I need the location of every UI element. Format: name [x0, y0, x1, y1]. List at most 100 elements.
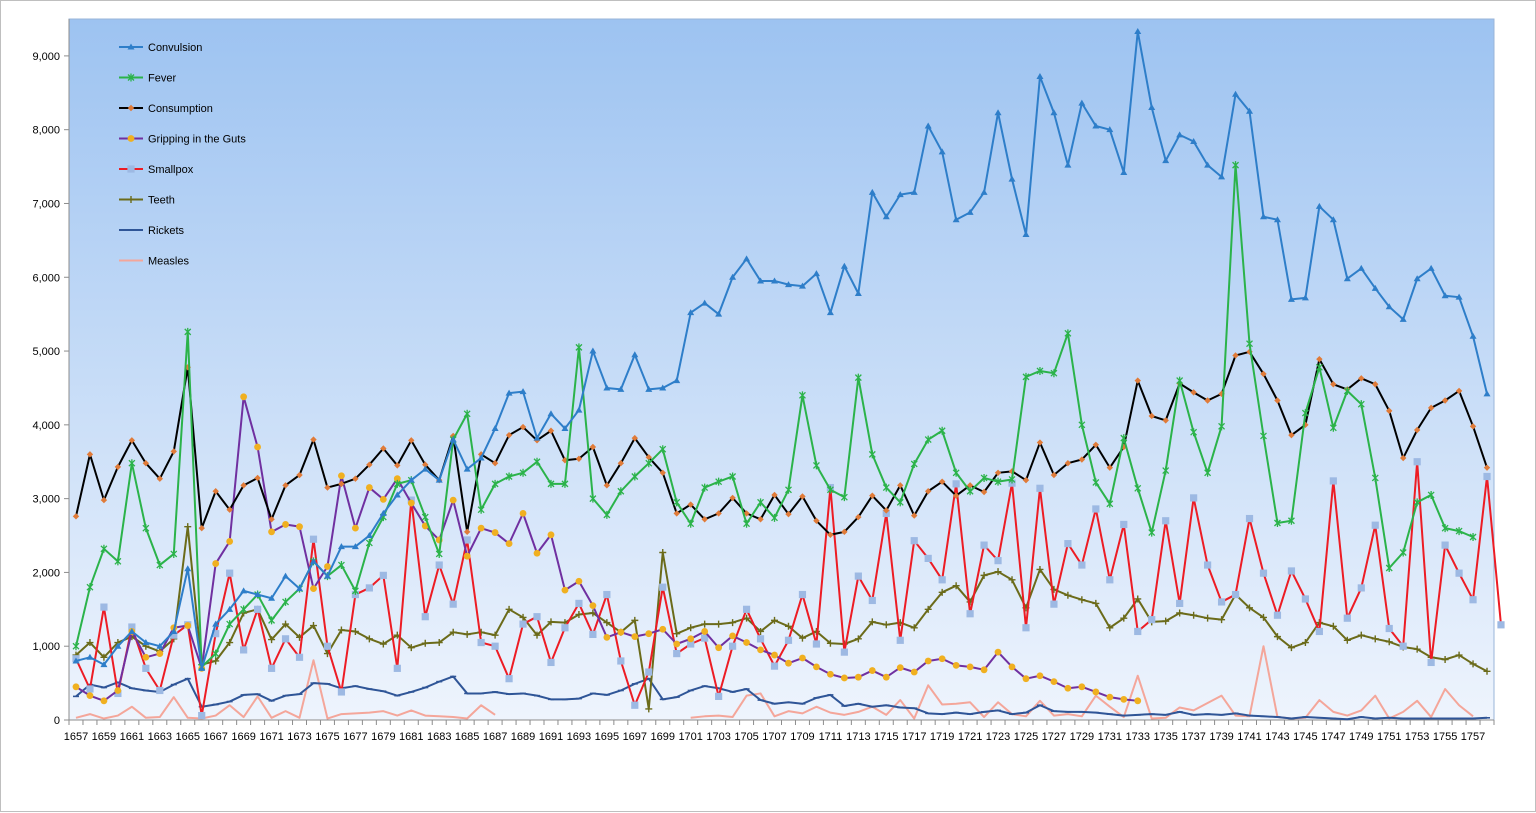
convulsion-point: [743, 255, 751, 262]
smallpox-point: [742, 605, 751, 613]
x-tick-label: 1723: [986, 731, 1010, 743]
fever-point: [882, 483, 890, 492]
fever-point: [226, 620, 234, 629]
convulsion-point: [896, 191, 904, 198]
gripping-in-the-guts-point: [505, 540, 513, 548]
smallpox-point: [1315, 627, 1323, 636]
fever-point: [1357, 400, 1365, 409]
gripping-in-the-guts-point: [393, 475, 401, 483]
x-tick-label: 1747: [1321, 731, 1345, 743]
consumption-point: [1106, 464, 1114, 471]
fever-point: [561, 479, 569, 488]
fever-point: [785, 485, 792, 494]
teeth-point: [603, 619, 611, 627]
gripping-in-the-guts-point: [491, 529, 499, 536]
gripping-in-the-guts-point: [365, 484, 373, 491]
consumption-point: [1274, 397, 1281, 404]
x-tick-label: 1729: [1070, 731, 1094, 743]
gripping-in-the-guts-point: [854, 673, 862, 681]
teeth-point: [1176, 609, 1184, 617]
smallpox-point: [1190, 494, 1198, 502]
fever-point: [966, 487, 974, 496]
smallpox-point: [1204, 561, 1212, 569]
convulsion-point: [309, 557, 317, 564]
fever-point: [980, 473, 988, 482]
smallpox-point: [477, 638, 485, 647]
smallpox-point: [575, 599, 583, 608]
consumption-point: [505, 431, 513, 439]
gripping-in-the-guts-point: [785, 659, 792, 667]
convulsion-point: [1078, 99, 1086, 106]
consumption-point: [938, 478, 946, 485]
smallpox-point: [1106, 576, 1114, 584]
consumption-point: [924, 488, 932, 495]
consumption-point: [1204, 397, 1211, 404]
convulsion-point: [1371, 284, 1379, 291]
convulsion-point: [854, 289, 862, 296]
teeth-point: [435, 639, 443, 647]
x-tick-label: 1667: [203, 731, 227, 743]
x-tick-label: 1755: [1433, 731, 1457, 743]
teeth-point: [351, 627, 359, 635]
smallpox-point: [1441, 541, 1449, 549]
x-tick-label: 1701: [678, 731, 702, 743]
x-tick-label: 1657: [64, 731, 88, 743]
convulsion-point: [1273, 216, 1281, 223]
convulsion-point: [938, 148, 946, 155]
convulsion-point: [1218, 173, 1226, 180]
consumption-point: [1288, 431, 1295, 439]
gripping-in-the-guts-point: [310, 585, 317, 593]
consumption-point: [1218, 390, 1225, 398]
convulsion-point: [296, 585, 304, 592]
smallpox-point: [938, 576, 946, 584]
teeth-point: [1357, 631, 1365, 639]
teeth-point: [365, 635, 373, 643]
teeth-point: [952, 582, 960, 590]
fever-point: [240, 605, 248, 614]
x-tick-label: 1673: [287, 731, 311, 743]
legend-smallpox-point: [127, 165, 135, 173]
legend-item-consumption: Consumption: [119, 103, 213, 115]
teeth-point: [882, 621, 890, 629]
convulsion-point: [212, 620, 220, 627]
consumption-point: [422, 461, 429, 468]
teeth-point: [1218, 616, 1226, 624]
consumption-point: [184, 364, 191, 371]
fever-point: [1064, 329, 1072, 338]
gripping-in-the-guts-point: [351, 524, 359, 532]
gripping-in-the-guts-point: [994, 648, 1002, 656]
convulsion-point: [1106, 126, 1114, 133]
legend-consumption-point: [127, 104, 135, 112]
x-tick-label: 1749: [1349, 731, 1373, 743]
fever-point: [1260, 431, 1267, 440]
convulsion-point: [533, 434, 541, 441]
gripping-in-the-guts-point: [617, 628, 625, 636]
smallpox-point: [868, 596, 876, 605]
fever-point: [1106, 499, 1114, 508]
consumption-point: [156, 475, 164, 482]
convulsion-point: [952, 216, 960, 223]
fever-point: [715, 477, 723, 486]
fever-point: [1246, 339, 1253, 348]
consumption-point: [1036, 439, 1044, 446]
fever-point: [282, 597, 290, 606]
convulsion-point: [1176, 131, 1184, 138]
teeth-point: [268, 636, 276, 644]
smallpox-point: [505, 675, 513, 683]
fever-point: [463, 409, 471, 418]
gripping-in-the-guts-point: [840, 674, 848, 682]
consumption-point: [743, 510, 750, 517]
convulsion-point: [1441, 292, 1449, 299]
smallpox-point: [547, 658, 555, 667]
y-axis: 0 1,000 2,000 3,000 4,000 5,000 6,000 7,000 8,00…: [32, 19, 70, 727]
teeth-point: [547, 618, 555, 626]
smallpox-point: [1329, 477, 1337, 485]
fever-point: [1399, 548, 1407, 557]
convulsion-point: [966, 208, 974, 215]
gripping-in-the-guts-point: [1050, 678, 1058, 686]
series-layer: [72, 28, 1505, 721]
consumption-point: [352, 475, 359, 482]
legend-gripping-in-the-guts-point: [127, 135, 135, 142]
gripping-in-the-guts-point: [575, 577, 583, 585]
convulsion-point: [170, 627, 178, 634]
